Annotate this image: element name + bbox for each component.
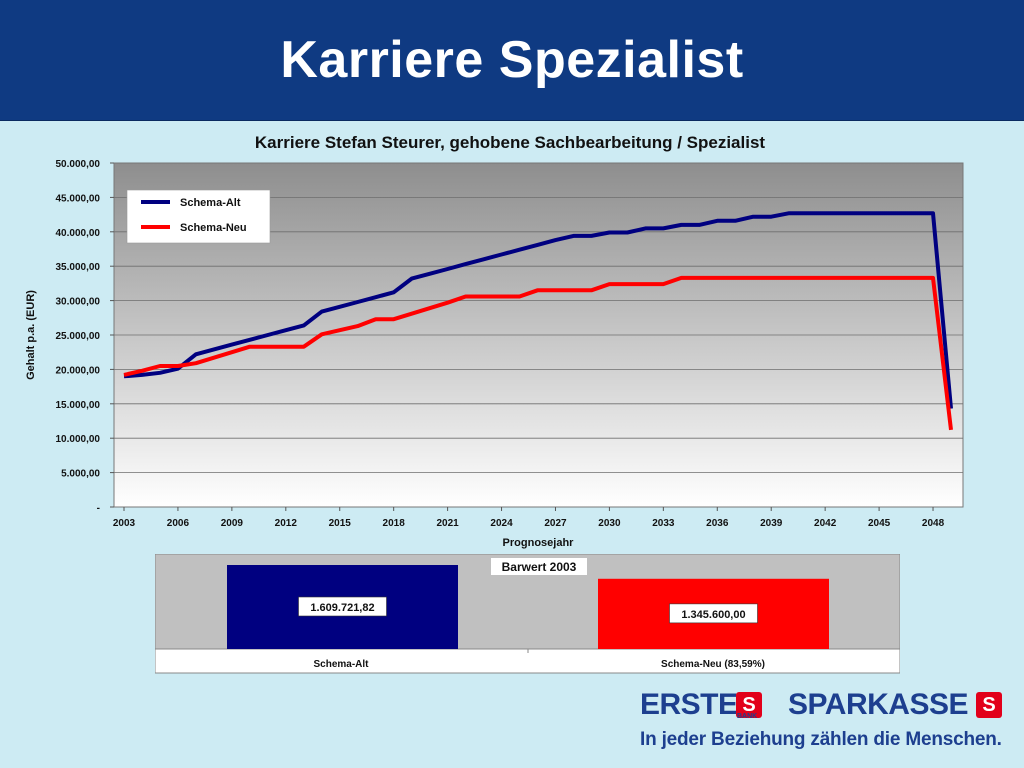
value-label-box bbox=[298, 596, 387, 617]
y-tick-label: - bbox=[97, 503, 100, 514]
y-tick-label: 40.000,00 bbox=[56, 228, 101, 239]
x-tick-label: 2012 bbox=[275, 518, 298, 529]
barwert-axis-band bbox=[155, 648, 900, 674]
value-label-box bbox=[669, 603, 758, 624]
bar-category-label: Schema-Neu (83,59%) bbox=[661, 659, 765, 670]
salary-line-chart: Karriere Stefan Steurer, gehobene Sachbe… bbox=[25, 133, 964, 549]
logo-sparkasse: SPARKASSE bbox=[788, 688, 968, 721]
x-tick-label: 2045 bbox=[868, 518, 891, 529]
x-tick-label: 2024 bbox=[490, 518, 513, 529]
bar-value-label: 1.609.721,82 bbox=[310, 602, 374, 614]
erste-sparkasse-logo: ERSTE S BANK SPARKASSE S In jeder Bezieh… bbox=[640, 688, 1010, 758]
y-axis-label: Gehalt p.a. (EUR) bbox=[25, 290, 37, 380]
y-tick-label: 15.000,00 bbox=[56, 400, 101, 411]
series-line-schema-neu bbox=[123, 275, 953, 431]
barwert-title: Barwert 2003 bbox=[502, 560, 577, 574]
x-tick-label: 2006 bbox=[167, 518, 190, 529]
legend-label-schema-alt: Schema-Alt bbox=[180, 197, 241, 209]
x-tick-label: 2033 bbox=[652, 518, 675, 529]
y-tick-label: 20.000,00 bbox=[56, 365, 101, 376]
x-tick-label: 2015 bbox=[329, 518, 352, 529]
x-tick-label: 2048 bbox=[922, 518, 945, 529]
x-tick-label: 2039 bbox=[760, 518, 783, 529]
barwert-bar-chart: 1.609.721,82 Schema-Alt 1.345.600,00 Schema… bbox=[155, 554, 900, 674]
slide-title: Karriere Spezialist bbox=[280, 31, 744, 89]
bar-category-label: Schema-Alt bbox=[313, 659, 369, 670]
x-tick-label: 2021 bbox=[436, 518, 459, 529]
x-tick-label: 2009 bbox=[221, 518, 244, 529]
x-tick-label: 2003 bbox=[113, 518, 136, 529]
slide-header: Karriere Spezialist bbox=[0, 0, 1024, 121]
y-tick-label: 50.000,00 bbox=[56, 159, 101, 170]
x-tick-label: 2042 bbox=[814, 518, 837, 529]
y-tick-label: 30.000,00 bbox=[56, 297, 101, 308]
sparkasse-s-icon: S bbox=[976, 692, 1002, 718]
x-tick-label: 2030 bbox=[598, 518, 621, 529]
x-tick-label: 2027 bbox=[544, 518, 567, 529]
y-tick-label: 10.000,00 bbox=[56, 434, 101, 445]
brand-slogan: In jeder Beziehung zählen die Menschen. bbox=[640, 729, 1002, 750]
x-tick-label: 2036 bbox=[706, 518, 729, 529]
series-line-schema-alt bbox=[123, 211, 953, 409]
bar-value-label: 1.345.600,00 bbox=[681, 609, 745, 621]
y-tick-label: 35.000,00 bbox=[56, 262, 101, 273]
y-tick-label: 45.000,00 bbox=[56, 193, 101, 204]
legend: Schema-Alt Schema-Neu bbox=[126, 189, 271, 244]
x-axis-label: Prognosejahr bbox=[503, 537, 575, 549]
y-tick-label: 25.000,00 bbox=[56, 331, 101, 342]
y-tick-label: 5.000,00 bbox=[61, 469, 100, 480]
x-tick-label: 2018 bbox=[383, 518, 406, 529]
logo-bank: BANK bbox=[737, 713, 758, 720]
sparkasse-s-icon: S bbox=[736, 692, 762, 718]
logo-erste: ERSTE bbox=[640, 688, 738, 721]
line-chart-title: Karriere Stefan Steurer, gehobene Sachbe… bbox=[255, 133, 765, 152]
legend-label-schema-neu: Schema-Neu bbox=[180, 222, 247, 234]
barwert-title-box bbox=[491, 558, 587, 575]
